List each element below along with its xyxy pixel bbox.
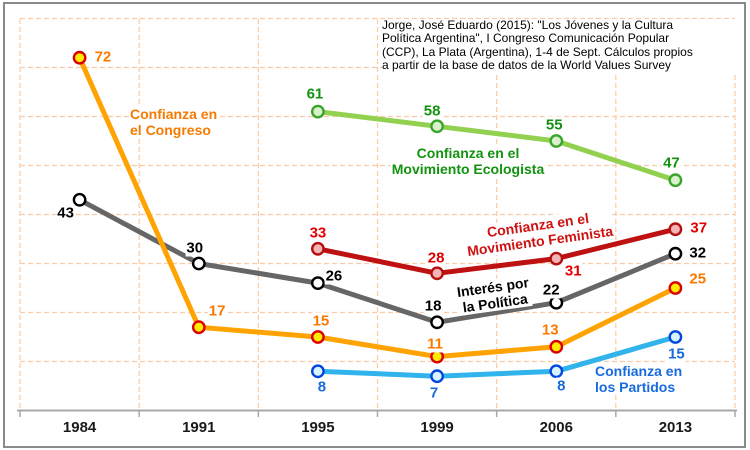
data-label-interes-1995: 26 [324,267,344,285]
series-label-line: los Partidos [595,379,676,395]
data-label-congreso-1984: 72 [93,48,113,66]
marker-congreso-1999 [430,349,444,364]
series-line-ecologista [315,109,678,183]
x-axis-label-2006: 2006 [539,419,573,436]
marker-ecologista-1999 [430,119,444,134]
data-label-partidos-2006: 8 [556,377,567,395]
data-label-congreso-2013: 25 [688,270,708,288]
data-label-congreso-1991: 17 [207,302,227,320]
data-label-feminista-1999: 28 [426,249,446,267]
series-label-ecologista: Confianza en el Movimiento Ecologista [390,145,546,177]
x-axis-label-1984: 1984 [62,419,97,436]
marker-feminista-2013 [668,222,683,237]
marker-interes-2006 [549,295,564,310]
marker-congreso-1991 [191,320,206,335]
series-label-line: Confianza en [595,363,683,379]
x-axis [17,409,737,417]
series-label-line: Confianza en [130,106,218,122]
data-label-feminista-2013: 37 [689,219,709,237]
x-axis-label-1999: 1999 [420,419,454,436]
data-label-ecologista-2013: 47 [662,154,681,172]
series-line-feminista [315,226,678,276]
series-line-interes [77,197,678,325]
data-label-feminista-2006: 31 [563,262,583,280]
marker-feminista-2006 [549,251,564,266]
data-label-partidos-1999: 7 [428,384,440,402]
marker-interes-1995 [310,276,325,290]
marker-feminista-1999 [430,266,444,281]
data-label-interes-1999: 18 [423,297,443,315]
marker-interes-1991 [191,256,206,271]
marker-partidos-1999 [430,369,444,384]
data-label-ecologista-2006: 55 [544,116,564,134]
marker-partidos-2006 [549,364,564,379]
marker-interes-1999 [430,315,444,330]
marker-congreso-1984 [72,50,87,65]
series-line-congreso [77,55,678,360]
data-label-partidos-1995: 8 [316,378,328,396]
marker-interes-2013 [668,246,683,261]
data-label-interes-1984: 43 [56,204,75,222]
marker-ecologista-2013 [668,173,683,188]
data-label-interes-2013: 32 [688,244,708,262]
data-label-interes-1991: 30 [185,239,205,256]
marker-feminista-1995 [310,241,325,256]
marker-interes-1984 [72,192,87,207]
series-label-line: el Congreso [130,122,211,138]
series-label-congreso: Confianza en el Congreso [129,106,219,138]
marker-ecologista-1995 [310,104,325,119]
marker-partidos-1995 [310,364,325,379]
x-axis-label-1995: 1995 [301,419,335,436]
data-label-congreso-1999: 11 [426,335,445,353]
series-label-line: Confianza en el [416,145,520,161]
series-line-partidos [315,334,678,379]
x-axis-label-2013: 2013 [658,419,693,436]
series-label-partidos: Confianza en los Partidos [594,363,684,395]
x-axis-label-1991: 1991 [182,419,216,436]
marker-congreso-1995 [310,330,325,344]
data-label-congreso-1995: 15 [311,312,331,330]
data-label-interes-2006: 22 [541,281,561,299]
series-label-line: Movimiento Ecologista [391,161,545,177]
data-label-congreso-2006: 13 [540,321,560,339]
data-label-partidos-2013: 15 [667,345,686,363]
data-label-feminista-1995: 33 [308,224,328,242]
data-label-ecologista-1995: 61 [305,85,325,103]
marker-partidos-2013 [668,330,683,344]
source-citation: Jorge, José Eduardo (2015): "Los Jóvenes… [382,18,746,73]
data-label-ecologista-1999: 58 [422,102,442,120]
marker-ecologista-2006 [549,134,564,148]
marker-congreso-2006 [549,339,564,354]
marker-congreso-2013 [668,281,683,295]
